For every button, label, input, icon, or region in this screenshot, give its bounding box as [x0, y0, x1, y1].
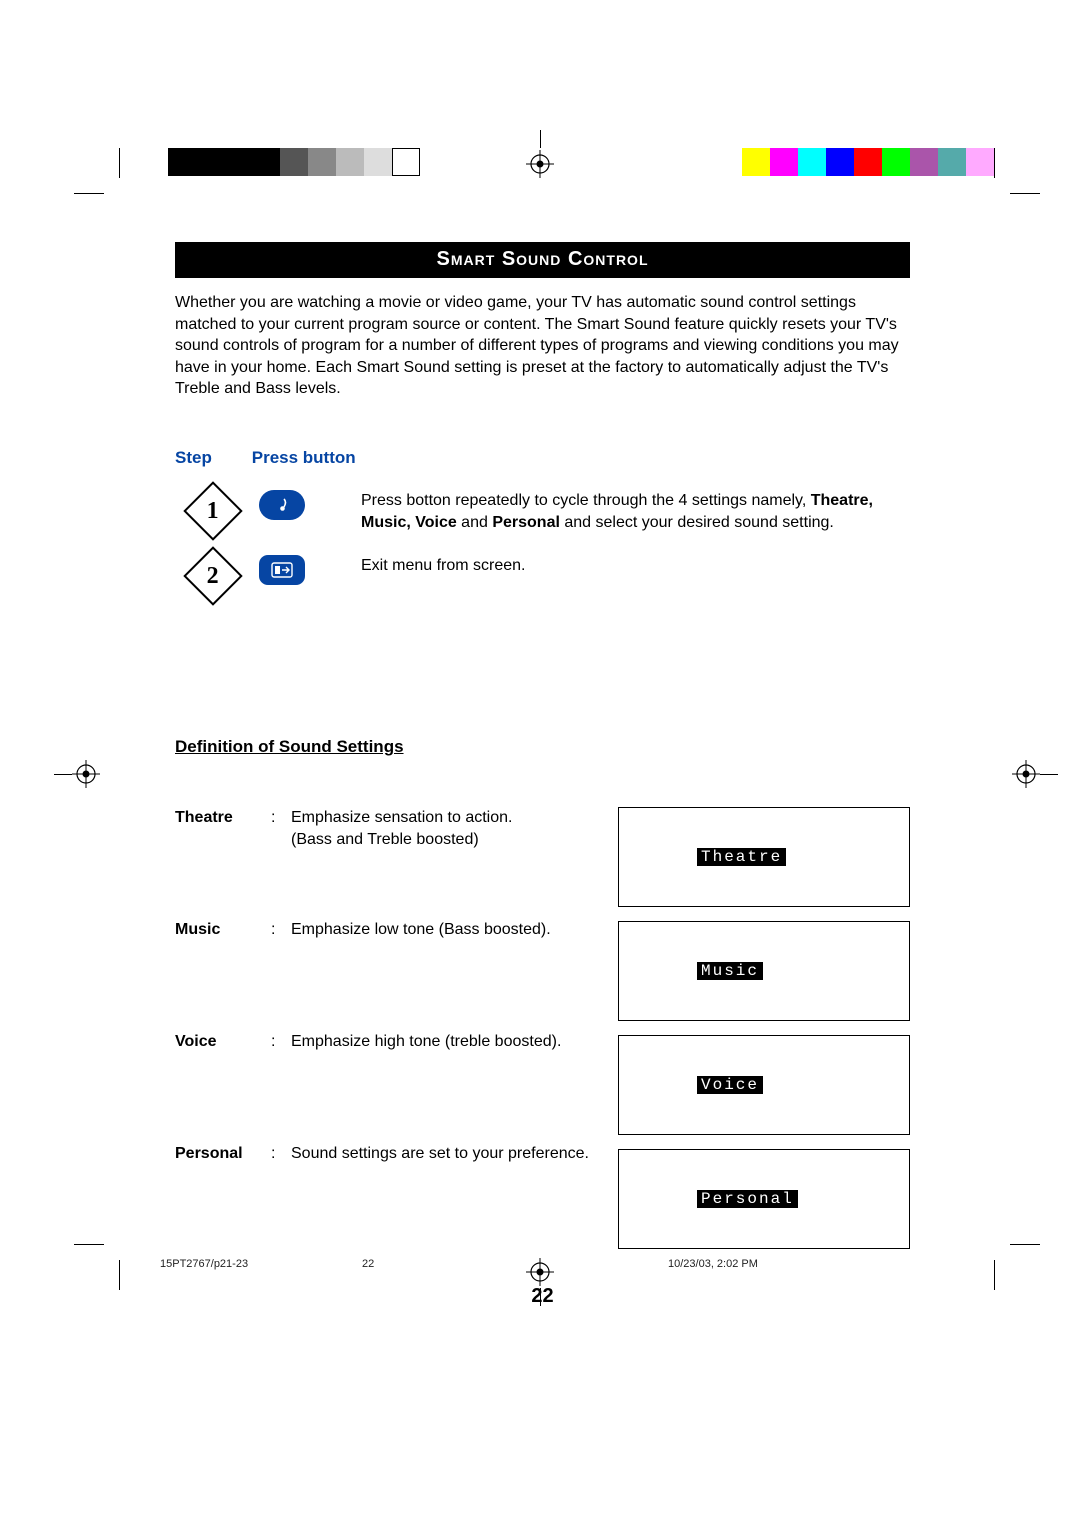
osd-label: Voice — [697, 1076, 763, 1094]
definition-row: Voice:Emphasize high tone (treble booste… — [175, 1031, 600, 1143]
definition-name: Personal — [175, 1143, 271, 1255]
osd-preview: Personal — [618, 1149, 910, 1249]
grayscale-strip — [168, 148, 420, 176]
step-row: 2 Exit menu from screen. — [175, 555, 910, 597]
step-header-step: Step — [175, 448, 247, 468]
step-row: 1 Press botton repeatedly to cycle throu… — [175, 490, 910, 533]
definition-colon: : — [271, 1143, 291, 1255]
registration-mark-icon — [526, 150, 554, 178]
definition-colon: : — [271, 919, 291, 1031]
cropmark-top-right — [994, 148, 1040, 194]
page-number: 22 — [175, 1285, 910, 1308]
step-text: Press botton repeatedly to cycle through… — [361, 490, 910, 533]
footer-timestamp: 10/23/03, 2:02 PM — [668, 1258, 758, 1270]
definition-colon: : — [271, 807, 291, 919]
reg-rule — [54, 774, 72, 775]
footer-file: 15PT2767/p21-23 — [160, 1258, 248, 1270]
definition-colon: : — [271, 1031, 291, 1143]
reg-rule — [540, 130, 541, 148]
exit-button-icon — [259, 555, 305, 585]
step-text: Exit menu from screen. — [361, 555, 910, 577]
step-header-press: Press button — [252, 448, 356, 468]
osd-preview: Music — [618, 921, 910, 1021]
definition-row: Personal:Sound settings are set to your … — [175, 1143, 600, 1255]
step-text-fragment: and — [457, 514, 493, 531]
definition-name: Voice — [175, 1031, 271, 1143]
cropmark-top-left — [74, 148, 120, 194]
osd-label: Music — [697, 962, 763, 980]
definition-name: Music — [175, 919, 271, 1031]
intro-paragraph: Whether you are watching a movie or vide… — [175, 292, 910, 400]
step-number-badge: 1 — [183, 481, 242, 540]
definition-desc: Emphasize low tone (Bass boosted). — [291, 919, 600, 1031]
osd-label: Theatre — [697, 848, 786, 866]
step-text-fragment: and select your desired sound setting. — [560, 514, 834, 531]
step-text-fragment: Personal — [492, 514, 560, 531]
step-number: 2 — [207, 563, 219, 590]
page-content: Smart Sound Control Whether you are watc… — [175, 242, 910, 1308]
definitions-block: Theatre:Emphasize sensation to action.(B… — [175, 807, 910, 1263]
definition-row: Theatre:Emphasize sensation to action.(B… — [175, 807, 600, 919]
footer-page: 22 — [362, 1258, 374, 1270]
osd-preview: Voice — [618, 1035, 910, 1135]
osd-preview: Theatre — [618, 807, 910, 907]
cropmark-bottom-right — [994, 1244, 1040, 1290]
definition-name: Theatre — [175, 807, 271, 919]
reg-rule — [1040, 774, 1058, 775]
step-table-header: Step Press button — [175, 448, 910, 468]
registration-mark-icon — [72, 760, 100, 788]
cropmark-bottom-left — [74, 1244, 120, 1290]
step-text-fragment: Press botton repeatedly to cycle through… — [361, 492, 811, 509]
registration-mark-icon — [1012, 760, 1040, 788]
definition-desc: Emphasize high tone (treble boosted). — [291, 1031, 600, 1143]
step-number-badge: 2 — [183, 546, 242, 605]
definition-desc: Emphasize sensation to action.(Bass and … — [291, 807, 600, 919]
osd-label: Personal — [697, 1190, 798, 1208]
color-strip — [742, 148, 994, 176]
section-title: Smart Sound Control — [175, 242, 910, 278]
sound-button-icon — [259, 490, 305, 520]
definition-desc: Sound settings are set to your preferenc… — [291, 1143, 600, 1255]
definition-row: Music:Emphasize low tone (Bass boosted). — [175, 919, 600, 1031]
step-number: 1 — [207, 497, 219, 524]
definitions-heading: Definition of Sound Settings — [175, 737, 910, 757]
